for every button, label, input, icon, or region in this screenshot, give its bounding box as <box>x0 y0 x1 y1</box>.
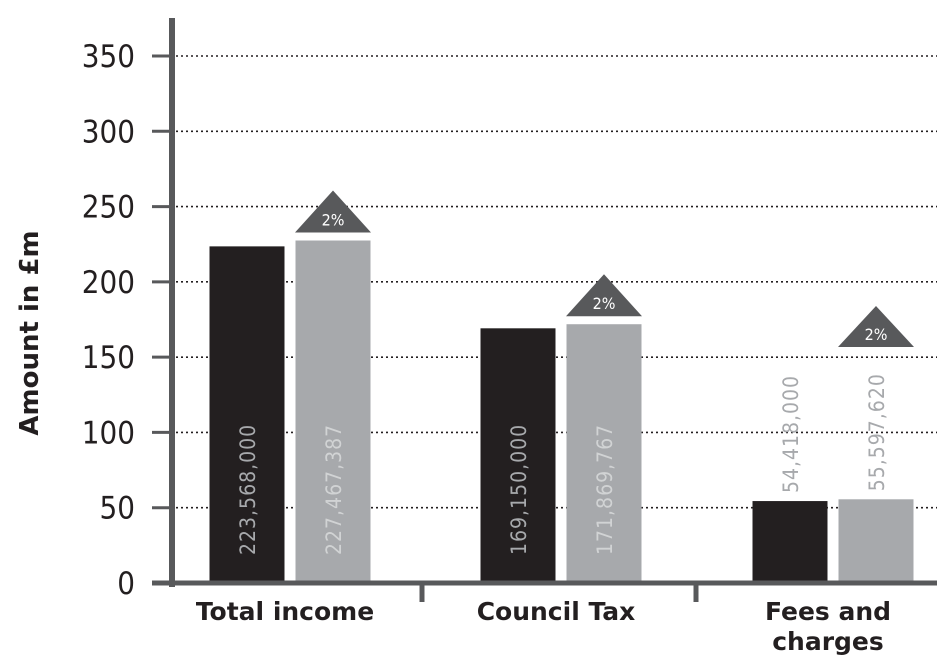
y-axis-ticks: 0 50 100 150 200 250 300 350 <box>82 39 170 602</box>
change-badge <box>838 306 914 347</box>
bar <box>209 246 285 583</box>
bar-value-label: 227,467,387 <box>322 424 346 555</box>
bar <box>838 499 914 583</box>
change-label: 2% <box>322 210 345 229</box>
y-tick-label: 200 <box>82 265 135 301</box>
category-label: Total income <box>196 597 374 626</box>
change-label: 2% <box>593 294 616 313</box>
y-tick-label: 50 <box>100 491 135 527</box>
bar <box>480 328 556 583</box>
category-label: Fees and <box>765 597 891 626</box>
category-label: charges <box>772 627 884 655</box>
y-tick-label: 300 <box>82 114 135 150</box>
bar-value-label: 54,418,000 <box>779 375 803 493</box>
y-tick-label: 100 <box>82 415 135 451</box>
y-tick-label: 250 <box>82 190 135 226</box>
bar-value-label: 169,150,000 <box>507 424 531 555</box>
bar <box>752 501 828 583</box>
y-tick-label: 0 <box>117 566 135 602</box>
change-label: 2% <box>865 325 888 344</box>
axes <box>152 18 937 602</box>
bar <box>566 324 642 583</box>
y-tick-label: 150 <box>82 340 135 376</box>
change-badges: 2% 2% 2% <box>295 190 914 347</box>
bar-value-label: 55,597,620 <box>865 373 889 491</box>
bar <box>295 240 371 584</box>
change-badge <box>566 274 642 317</box>
bar-value-label: 223,568,000 <box>236 424 260 555</box>
bars: 223,568,000 227,467,387 169,150,000 171,869… <box>209 240 914 584</box>
category-label: Council Tax <box>477 597 636 626</box>
gridlines <box>176 55 937 509</box>
change-badge <box>295 190 371 233</box>
y-axis-label: Amount in £m <box>15 230 45 435</box>
bar-value-label: 171,869,767 <box>593 424 617 555</box>
y-tick-label: 350 <box>82 39 135 75</box>
